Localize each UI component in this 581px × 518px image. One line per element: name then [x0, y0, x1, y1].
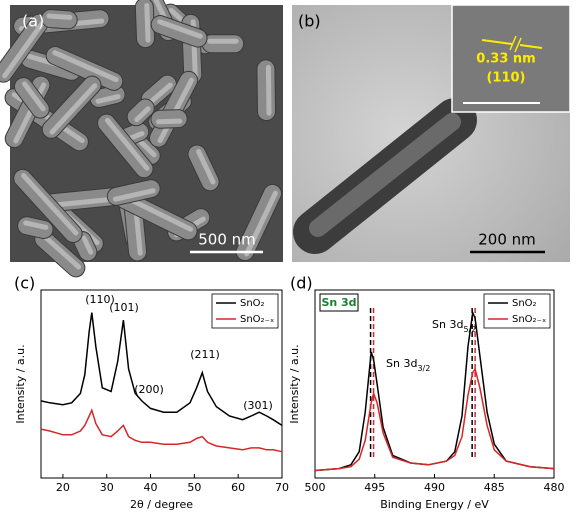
peak-label: (101)	[109, 301, 139, 314]
y-axis-label: Intensity / a.u.	[14, 344, 27, 423]
x-tick-label: 485	[484, 481, 505, 494]
sem-rod-highlight	[21, 173, 79, 236]
sem-rod-highlight	[156, 118, 183, 125]
fringe-marks	[509, 35, 522, 53]
sem-rod	[187, 144, 220, 192]
sem-rod-highlight	[46, 195, 127, 209]
x-tick-label: 30	[100, 481, 114, 494]
inset-plane: (110)	[486, 71, 525, 86]
data-line	[40, 408, 283, 453]
sem-rod-highlight	[95, 94, 121, 104]
sem-rod	[41, 75, 102, 139]
peak-label: (211)	[190, 348, 220, 361]
peak-label: (200)	[134, 383, 164, 396]
sem-rod-highlight	[112, 188, 156, 202]
panel-label: (d)	[290, 274, 313, 293]
x-tick-label: 490	[424, 481, 445, 494]
sem-rod	[150, 109, 188, 129]
legend-box	[483, 293, 551, 329]
sem-rod-highlight	[81, 235, 94, 255]
sem-rod	[97, 113, 154, 179]
sem-rod	[13, 77, 50, 119]
sem-rod-highlight	[265, 64, 272, 116]
sem-rod-highlight	[104, 117, 150, 171]
x-tick-label: 60	[231, 481, 245, 494]
sem-rod-highlight	[144, 2, 151, 43]
sem-rod	[41, 9, 78, 30]
sem-rod-highlight	[157, 19, 203, 39]
legend-label: SnO₂₋ₓ	[512, 314, 546, 325]
sem-rod-highlight	[2, 20, 45, 79]
sem-rod-highlight	[134, 106, 151, 123]
data-line	[314, 367, 555, 472]
sem-rod	[235, 183, 282, 262]
sem-rod-highlight	[52, 50, 119, 83]
peak-label-sub: 5/2	[463, 325, 476, 334]
sem-rod	[17, 216, 54, 240]
x-tick-label: 495	[364, 481, 385, 494]
sem-rod-highlight	[41, 233, 82, 270]
legend-label: SnO₂	[240, 298, 265, 309]
peak-label: Sn 3d3/2	[386, 357, 430, 373]
nanorod-core	[309, 113, 461, 237]
sem-rod-highlight	[244, 190, 278, 257]
peak-label-main: Sn 3d	[386, 357, 417, 370]
plot-frame	[40, 289, 283, 479]
title-box	[319, 293, 359, 312]
data-line	[40, 312, 283, 427]
peak-label: Sn 3d5/2	[432, 318, 476, 334]
sem-rod-highlight	[22, 81, 46, 112]
sem-rod-highlight	[49, 83, 98, 135]
chart-title: Sn 3d	[321, 296, 356, 309]
peak-label: (110)	[85, 293, 115, 306]
panel-label: (c)	[14, 274, 35, 293]
x-axis-label: Binding Energy / eV	[380, 498, 489, 511]
sem-rod	[134, 0, 156, 49]
scale-bar-label: 200 nm	[478, 231, 536, 249]
tem-image: 0.33 nm (110)	[292, 4, 571, 262]
sem-rod	[201, 34, 245, 54]
peak-label-main: Sn 3d	[432, 318, 463, 331]
x-tick-label: 20	[56, 481, 70, 494]
sem-rod	[45, 46, 124, 91]
sem-rod-highlight	[23, 220, 49, 230]
legend-label: SnO₂	[512, 298, 537, 309]
legend-label: SnO₂₋ₓ	[240, 314, 274, 325]
sem-rod-highlight	[148, 82, 173, 105]
sem-rod-highlight	[121, 194, 194, 232]
inset-spacing: 0.33 nm	[476, 52, 535, 67]
sem-rod-highlight	[207, 38, 239, 44]
sem-rod	[13, 168, 83, 244]
panel-label: (a)	[22, 12, 44, 31]
sem-rod	[256, 59, 276, 122]
peak-label: (301)	[243, 399, 273, 412]
x-axis-label: 2θ / degree	[130, 498, 193, 511]
panel-label: (b)	[298, 12, 321, 31]
scale-bar-label: 500 nm	[198, 231, 256, 249]
hrtem-inset	[451, 4, 571, 113]
x-tick-label: 500	[305, 481, 326, 494]
x-tick-label: 50	[187, 481, 201, 494]
sem-rod-highlight	[46, 13, 73, 20]
data-line	[314, 309, 555, 472]
sem-rod	[106, 179, 161, 206]
x-tick-label: 480	[544, 481, 565, 494]
x-tick-label: 70	[275, 481, 289, 494]
x-tick-label: 40	[144, 481, 158, 494]
sem-rod	[126, 98, 155, 127]
sem-image	[0, 0, 283, 278]
peak-label-sub: 3/2	[417, 364, 430, 373]
sem-rod-highlight	[196, 149, 216, 185]
legend-box	[211, 293, 279, 329]
y-axis-label: Intensity / a.u.	[288, 344, 301, 423]
sem-rod	[150, 15, 208, 48]
